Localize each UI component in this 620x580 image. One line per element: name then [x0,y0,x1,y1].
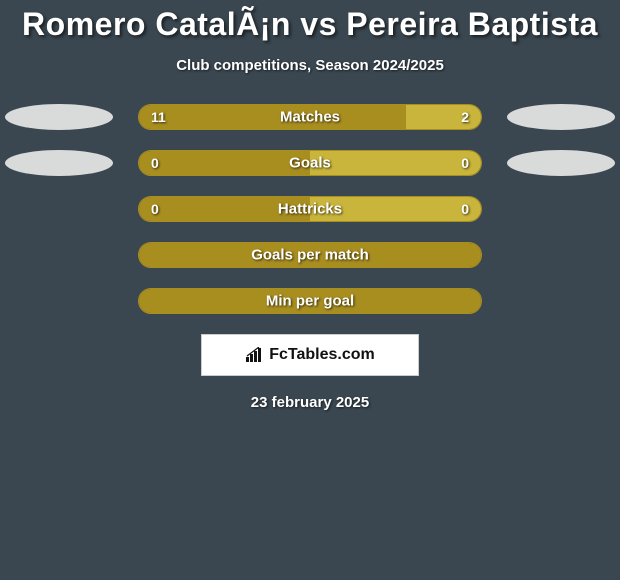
page-title: Romero CatalÃ¡n vs Pereira Baptista [0,6,620,43]
stat-row: 0 Goals 0 [0,150,620,176]
stat-value-right: 2 [461,109,469,125]
brand-badge: FcTables.com [201,334,419,376]
stat-label: Hattricks [278,201,342,218]
stat-label: Goals per match [251,247,369,264]
stat-bar: 0 Goals 0 [138,150,482,176]
stat-row: Goals per match [0,242,620,268]
brand-text: FcTables.com [269,346,375,364]
stat-bar: 0 Hattricks 0 [138,196,482,222]
subtitle: Club competitions, Season 2024/2025 [0,57,620,74]
left-photo-slot [0,104,118,130]
date-label: 23 february 2025 [0,394,620,411]
player-photo-right [507,150,615,176]
stat-value-left: 0 [151,155,159,171]
stat-value-right: 0 [461,155,469,171]
stat-value-left: 0 [151,201,159,217]
left-photo-slot [0,150,118,176]
stat-bar: Goals per match [138,242,482,268]
stat-label: Matches [280,109,340,126]
player-photo-left [5,150,113,176]
stat-bar: Min per goal [138,288,482,314]
stat-value-left: 11 [151,109,166,125]
chart-icon [245,347,265,363]
bar-segment-right [406,105,481,129]
bar-segment-left [139,105,406,129]
stat-row: 0 Hattricks 0 [0,196,620,222]
right-photo-slot [502,104,620,130]
right-photo-slot [502,150,620,176]
stat-row: Min per goal [0,288,620,314]
bar-segment-right [310,151,481,175]
comparison-infographic: Romero CatalÃ¡n vs Pereira Baptista Club… [0,0,620,411]
bar-segment-left [139,151,310,175]
stat-row: 11 Matches 2 [0,104,620,130]
stat-value-right: 0 [461,201,469,217]
stat-label: Goals [289,155,331,172]
player-photo-left [5,104,113,130]
stat-rows: 11 Matches 2 0 Goals 0 [0,104,620,314]
player-photo-right [507,104,615,130]
stat-label: Min per goal [266,293,354,310]
stat-bar: 11 Matches 2 [138,104,482,130]
